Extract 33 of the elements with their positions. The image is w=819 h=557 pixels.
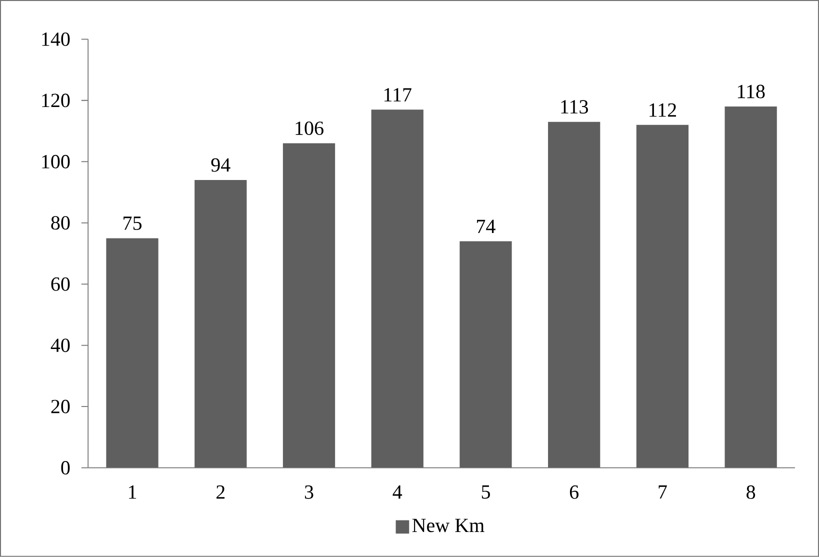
x-tick-label: 2 xyxy=(216,485,225,499)
bar xyxy=(548,122,600,468)
data-label: 117 xyxy=(384,88,412,102)
y-tick-label: 120 xyxy=(42,94,70,108)
bar xyxy=(371,110,424,468)
y-tick-label: 100 xyxy=(42,154,70,168)
data-label: 112 xyxy=(650,103,676,117)
bar xyxy=(460,241,512,468)
x-tick-label: 6 xyxy=(570,485,579,499)
x-tick-label: 7 xyxy=(658,485,667,499)
y-tick-label: 20 xyxy=(51,400,70,414)
y-tick-label: 60 xyxy=(51,277,70,291)
x-tick-label: 3 xyxy=(304,485,314,499)
y-tick-label: 140 xyxy=(42,32,70,46)
y-tick-label: 0 xyxy=(61,461,70,475)
bar xyxy=(106,238,158,468)
x-tick-label: 1 xyxy=(129,485,136,499)
y-tick-label: 40 xyxy=(50,338,70,352)
x-tick-label: 4 xyxy=(392,485,402,499)
bar xyxy=(724,106,777,468)
data-label: 75 xyxy=(124,216,142,230)
x-tick-label: 8 xyxy=(746,485,756,499)
data-label: 113 xyxy=(561,100,588,114)
bar xyxy=(282,143,336,468)
data-label: 118 xyxy=(738,84,765,98)
data-label: 74 xyxy=(477,220,496,233)
legend-label: New Km xyxy=(412,518,484,532)
data-label: 94 xyxy=(211,158,230,172)
x-tick-label: 5 xyxy=(482,485,490,499)
data-label: 106 xyxy=(296,122,324,136)
y-tick-label: 80 xyxy=(51,216,70,230)
bar xyxy=(194,180,247,468)
bar xyxy=(636,124,689,468)
